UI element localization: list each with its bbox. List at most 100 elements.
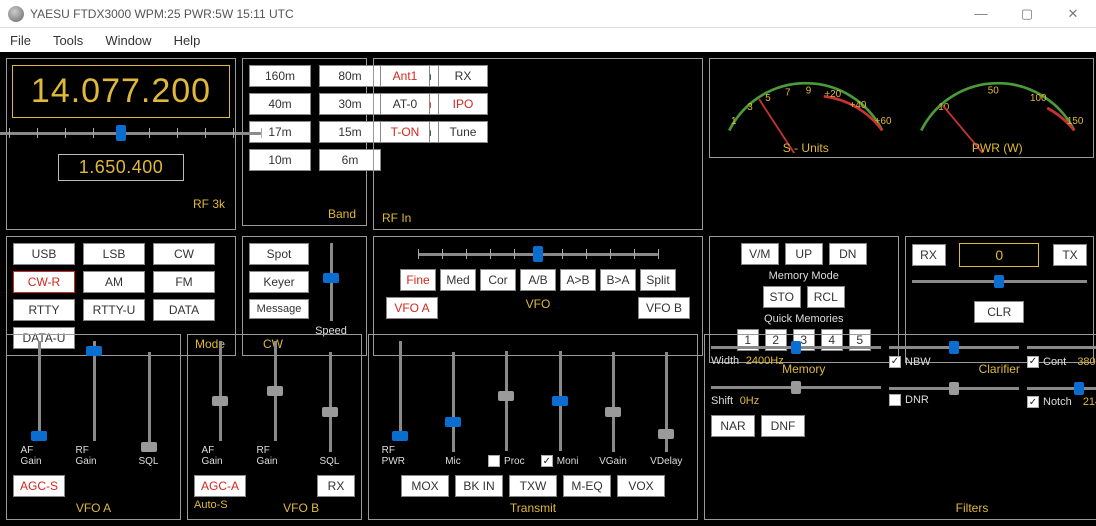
message-button[interactable]: Message (249, 299, 309, 319)
menu-help[interactable]: Help (174, 33, 201, 48)
moni-label: Moni (557, 456, 579, 467)
width-slider[interactable] (711, 341, 881, 353)
notch-slider[interactable] (1027, 382, 1096, 394)
dnr-slider[interactable] (889, 382, 1019, 394)
at0-button[interactable]: AT-0 (380, 93, 430, 115)
dn-button[interactable]: DN (829, 243, 867, 265)
cor-button[interactable]: Cor (480, 269, 516, 291)
moni-checkbox[interactable]: ✓ (541, 455, 553, 467)
nar-button[interactable]: NAR (711, 415, 755, 437)
ant1-button[interactable]: Ant1 (380, 65, 430, 87)
s-units-label: S - Units (714, 141, 898, 155)
close-button[interactable]: ✕ (1050, 0, 1096, 28)
vfoa-rfgain-slider[interactable] (83, 341, 105, 441)
rfpwr-label: RF PWR (382, 445, 418, 467)
mode-data[interactable]: DATA (153, 299, 215, 321)
cont-slider[interactable] (1027, 341, 1096, 353)
pwr-meter: 1050 100150 PWR (W) (906, 63, 1090, 153)
vm-button[interactable]: V/M (741, 243, 779, 265)
mode-cw[interactable]: CW (153, 243, 215, 265)
mode-rtty[interactable]: RTTY (13, 299, 75, 321)
mode-rttyu[interactable]: RTTY-U (83, 299, 145, 321)
vfoa-afgain-slider[interactable] (28, 341, 50, 441)
vfob-rx-button[interactable]: RX (317, 475, 355, 497)
svg-text:7: 7 (785, 87, 791, 98)
menu-file[interactable]: File (10, 33, 31, 48)
band-10m[interactable]: 10m (249, 149, 311, 171)
vox-button[interactable]: VOX (617, 475, 665, 497)
fine-button[interactable]: Fine (400, 269, 436, 291)
spot-button[interactable]: Spot (249, 243, 309, 265)
shift-label: Shift (711, 395, 733, 407)
speed-slider[interactable] (320, 243, 342, 321)
dnr-checkbox[interactable] (889, 394, 901, 406)
nbw-checkbox[interactable]: ✓ (889, 356, 901, 368)
band-6m[interactable]: 6m (319, 149, 381, 171)
bkin-button[interactable]: BK IN (455, 475, 503, 497)
agc-a-button[interactable]: AGC-A (194, 475, 246, 497)
vfob-sql-slider[interactable] (319, 352, 341, 452)
clar-slider[interactable] (912, 275, 1088, 287)
vfob-label: VFO B (283, 501, 319, 515)
mox-button[interactable]: MOX (401, 475, 449, 497)
vfob-afgain-slider[interactable] (209, 341, 231, 441)
vfob-af-label: AF Gain (202, 445, 238, 467)
proc-slider[interactable] (495, 351, 517, 451)
cont-checkbox[interactable]: ✓ (1027, 356, 1039, 368)
clar-rx[interactable]: RX (912, 244, 946, 266)
mode-am[interactable]: AM (83, 271, 145, 293)
rx-button[interactable]: RX (438, 65, 488, 87)
mode-lsb[interactable]: LSB (83, 243, 145, 265)
up-button[interactable]: UP (785, 243, 823, 265)
menu-window[interactable]: Window (105, 33, 151, 48)
clr-button[interactable]: CLR (974, 301, 1024, 323)
transmit-label: Transmit (510, 501, 556, 515)
rcl-button[interactable]: RCL (807, 286, 845, 308)
btoa-button[interactable]: B>A (600, 269, 636, 291)
rfpwr-slider[interactable] (389, 341, 411, 441)
keyer-button[interactable]: Keyer (249, 271, 309, 293)
vgain-slider[interactable] (602, 352, 624, 452)
sto-button[interactable]: STO (763, 286, 801, 308)
split-button[interactable]: Split (640, 269, 676, 291)
band-160m[interactable]: 160m (249, 65, 311, 87)
vfoa-af-label: AF Gain (21, 445, 57, 467)
notch-checkbox[interactable]: ✓ (1027, 396, 1039, 408)
band-15m[interactable]: 15m (319, 121, 381, 143)
mode-cwr[interactable]: CW-R (13, 271, 75, 293)
minimize-button[interactable]: — (958, 0, 1004, 28)
ton-button[interactable]: T-ON (380, 121, 430, 143)
band-80m[interactable]: 80m (319, 65, 381, 87)
proc-checkbox[interactable] (488, 455, 500, 467)
band-40m[interactable]: 40m (249, 93, 311, 115)
mic-slider[interactable] (442, 352, 464, 452)
tune-button[interactable]: Tune (438, 121, 488, 143)
moni-slider[interactable] (549, 351, 571, 451)
vfob-btn[interactable]: VFO B (638, 297, 690, 319)
vfob-rfgain-slider[interactable] (264, 341, 286, 441)
txw-button[interactable]: TXW (509, 475, 557, 497)
clar-tx[interactable]: TX (1053, 244, 1087, 266)
vfoa-sql-slider[interactable] (138, 352, 160, 452)
ab-button[interactable]: A/B (520, 269, 556, 291)
main-freq-slider[interactable] (0, 126, 261, 140)
shift-slider[interactable] (711, 381, 881, 393)
sub-freq-slider[interactable] (418, 247, 658, 261)
vfoa-rf-label: RF Gain (76, 445, 112, 467)
mode-usb[interactable]: USB (13, 243, 75, 265)
mode-fm[interactable]: FM (153, 271, 215, 293)
med-button[interactable]: Med (440, 269, 476, 291)
ipo-button[interactable]: IPO (438, 93, 488, 115)
dnf-button[interactable]: DNF (761, 415, 805, 437)
vfoa-label: VFO A (76, 501, 111, 515)
nbw-slider[interactable] (889, 341, 1019, 353)
vfoa-btn[interactable]: VFO A (386, 297, 438, 319)
svg-text:1: 1 (731, 116, 737, 127)
vdelay-slider[interactable] (655, 352, 677, 452)
menu-tools[interactable]: Tools (53, 33, 83, 48)
meq-button[interactable]: M-EQ (563, 475, 611, 497)
maximize-button[interactable]: ▢ (1004, 0, 1050, 28)
agc-s-button[interactable]: AGC-S (13, 475, 65, 497)
band-30m[interactable]: 30m (319, 93, 381, 115)
atob-button[interactable]: A>B (560, 269, 596, 291)
